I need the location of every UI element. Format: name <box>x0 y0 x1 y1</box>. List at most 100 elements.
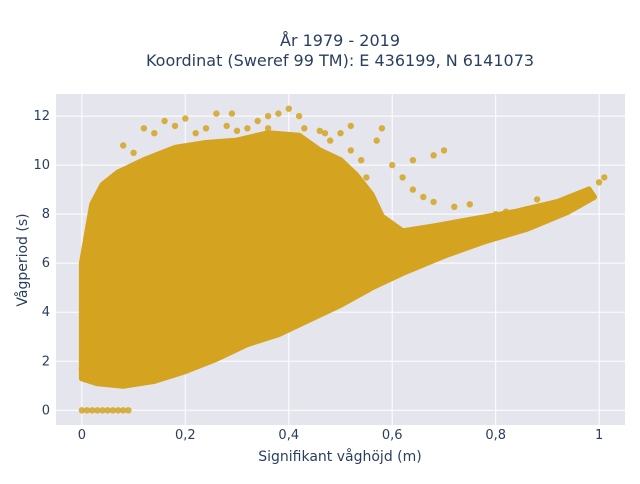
data-point <box>440 247 448 255</box>
data-point <box>213 348 220 355</box>
data-point <box>601 174 608 181</box>
data-point <box>564 196 572 203</box>
data-point <box>254 117 261 125</box>
data-point <box>89 206 96 213</box>
data-point <box>233 127 241 134</box>
data-point <box>306 142 313 149</box>
data-point <box>264 125 272 132</box>
data-point <box>83 267 91 274</box>
data-point <box>156 370 163 377</box>
data-point <box>430 230 437 237</box>
data-point <box>275 323 282 331</box>
y-tick-label: 8 <box>42 207 50 222</box>
data-point <box>104 191 111 198</box>
data-point <box>295 311 303 318</box>
data-point <box>523 220 530 228</box>
data-point <box>327 137 334 144</box>
data-point <box>202 125 210 132</box>
x-tick-label: 0,4 <box>278 428 299 443</box>
data-point <box>321 130 329 137</box>
data-point <box>337 130 344 137</box>
data-point <box>89 289 96 296</box>
data-point <box>389 247 396 255</box>
data-point <box>192 358 199 365</box>
data-point <box>378 274 386 282</box>
data-point <box>83 345 91 353</box>
data-point <box>275 110 282 117</box>
chart-title-line-1: År 1979 - 2019 <box>280 31 400 50</box>
data-point <box>120 407 127 414</box>
data-point <box>140 125 148 132</box>
data-point <box>564 203 572 210</box>
y-tick-label: 0 <box>42 403 50 418</box>
x-tick-label: 0,6 <box>382 428 403 443</box>
data-point <box>99 184 106 191</box>
data-point <box>399 240 406 247</box>
y-tick-label: 4 <box>42 305 50 320</box>
data-point <box>233 338 241 345</box>
data-point <box>78 365 86 372</box>
data-point <box>120 380 127 387</box>
data-point <box>254 331 261 338</box>
data-point <box>595 179 603 186</box>
data-point <box>554 198 561 206</box>
data-point <box>482 233 489 240</box>
data-point <box>513 210 520 218</box>
data-point <box>114 407 122 414</box>
data-point <box>544 203 551 210</box>
data-point <box>161 117 168 125</box>
data-point <box>109 407 117 414</box>
data-point <box>347 147 354 154</box>
data-point <box>316 127 323 134</box>
data-point <box>337 294 344 301</box>
data-point <box>378 215 386 223</box>
data-point <box>420 193 427 201</box>
data-point <box>409 235 417 242</box>
data-point <box>347 122 354 130</box>
data-point <box>585 186 592 193</box>
data-point <box>99 407 106 414</box>
data-point <box>104 196 111 203</box>
data-point <box>182 115 189 122</box>
y-tick-label: 6 <box>42 256 50 271</box>
data-point <box>533 196 541 203</box>
data-point <box>471 220 479 228</box>
data-point <box>451 203 458 210</box>
data-point <box>378 125 386 132</box>
data-point <box>228 110 236 117</box>
data-point <box>94 407 101 414</box>
data-point <box>99 372 106 380</box>
data-point <box>389 161 396 169</box>
data-point <box>295 112 303 120</box>
data-point <box>420 235 427 242</box>
data-point <box>94 223 101 230</box>
y-tick-labels: 0 2 4 6 8 10 12 <box>33 109 50 418</box>
data-point <box>213 110 220 117</box>
x-tick-label: 0 <box>78 428 86 443</box>
data-point <box>440 147 448 154</box>
data-point <box>420 257 427 264</box>
data-point <box>130 149 137 156</box>
data-point <box>89 247 96 255</box>
data-point <box>466 201 473 208</box>
data-point <box>109 377 117 385</box>
data-point <box>125 407 132 414</box>
data-point <box>264 112 272 120</box>
scatter-points <box>78 105 608 414</box>
data-point <box>523 206 530 213</box>
data-point <box>544 213 551 220</box>
data-point <box>585 191 592 198</box>
data-point <box>502 208 510 215</box>
data-point <box>151 130 158 137</box>
x-tick-label: 1 <box>595 428 603 443</box>
data-point <box>399 174 406 181</box>
data-point <box>316 301 323 309</box>
data-point <box>89 407 96 414</box>
data-point <box>171 122 179 130</box>
data-point <box>575 193 582 201</box>
data-point <box>451 225 458 233</box>
x-tick-label: 0,8 <box>485 428 506 443</box>
data-point <box>83 309 91 316</box>
data-point <box>130 377 137 385</box>
